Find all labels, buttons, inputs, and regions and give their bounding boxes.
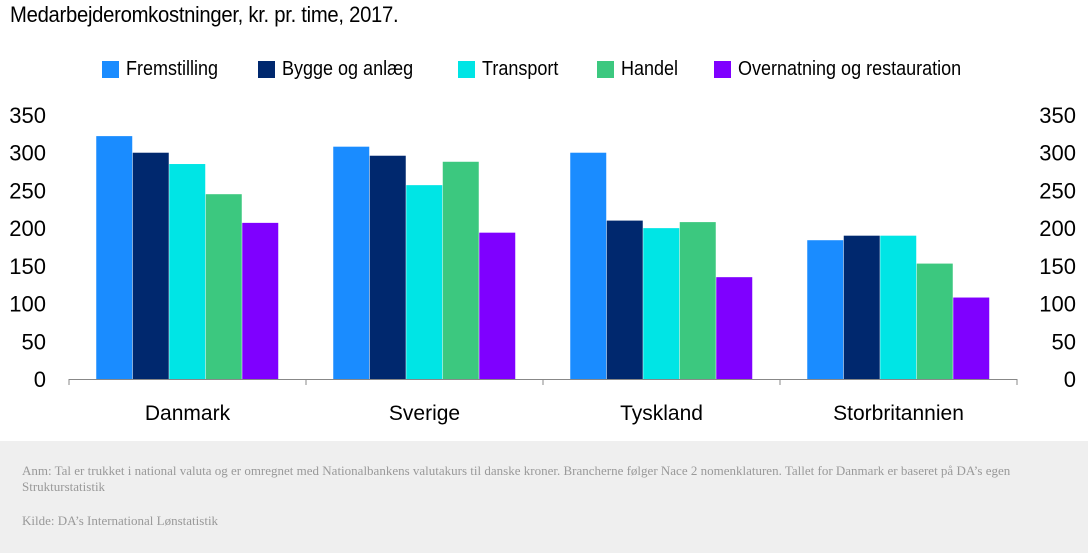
- chart-title: Medarbejderomkostninger, kr. pr. time, 2…: [10, 2, 399, 27]
- bar-tyskland-0: [570, 152, 607, 379]
- chart-legend: Fremstilling Bygge og anlæg Transport Ha…: [0, 58, 1088, 81]
- y-tick-label-left: 100: [9, 292, 46, 317]
- y-tick-label-right: 100: [1039, 292, 1076, 317]
- y-tick-label-right: 50: [1052, 329, 1076, 354]
- bar-storbritannien-1: [843, 235, 880, 379]
- bar-tyskland-2: [643, 228, 680, 379]
- y-tick-label-left: 50: [22, 329, 46, 354]
- bar-storbritannien-2: [880, 235, 917, 379]
- bar-tyskland-3: [679, 222, 716, 379]
- bar-tyskland-4: [716, 277, 753, 379]
- bar-danmark-4: [242, 222, 279, 379]
- bar-tyskland-1: [606, 220, 643, 379]
- legend-label-overnatning: Overnatning og restauration: [738, 58, 962, 80]
- y-tick-label-left: 300: [9, 141, 46, 166]
- legend-item-transport: Transport: [457, 58, 567, 81]
- bar-storbritannien-3: [916, 263, 953, 379]
- y-tick-label-right: 0: [1064, 367, 1076, 392]
- bar-sverige-1: [369, 155, 406, 379]
- bar-storbritannien-0: [807, 240, 844, 379]
- bar-danmark-3: [205, 194, 242, 379]
- legend-item-bygge-og-anlaeg: Bygge og anlæg: [258, 58, 428, 81]
- source-note: Kilde: DA’s International Lønstatistik: [22, 513, 219, 528]
- y-tick-label-left: 350: [9, 103, 46, 128]
- legend-swatch-bygge-og-anlaeg: [258, 61, 276, 78]
- legend-item-handel: Handel: [596, 58, 684, 81]
- y-tick-label-right: 300: [1039, 141, 1076, 166]
- legend-swatch-transport: [457, 61, 475, 78]
- y-tick-label-right: 200: [1039, 216, 1076, 241]
- x-tick-label: Storbritannien: [833, 402, 964, 425]
- legend-item-overnatning: Overnatning og restauration: [714, 58, 986, 81]
- y-tick-label-right: 250: [1039, 178, 1076, 203]
- bar-sverige-3: [442, 161, 479, 379]
- legend-label-bygge-og-anlaeg: Bygge og anlæg: [282, 58, 414, 80]
- bar-storbritannien-4: [953, 297, 990, 379]
- legend-label-handel: Handel: [620, 58, 678, 80]
- bar-sverige-4: [479, 232, 516, 379]
- chart-footer: Anm: Tal er trukket i national valuta og…: [0, 441, 1088, 553]
- bar-danmark-1: [132, 152, 169, 379]
- footnote: Anm: Tal er trukket i national valuta og…: [22, 463, 1011, 494]
- bar-sverige-0: [333, 146, 370, 379]
- y-tick-label-left: 150: [9, 254, 46, 279]
- y-tick-label-right: 350: [1039, 103, 1076, 128]
- legend-item-fremstilling: Fremstilling: [101, 58, 228, 81]
- y-tick-label-left: 250: [9, 178, 46, 203]
- bar-danmark-2: [169, 164, 206, 379]
- y-tick-label-left: 200: [9, 216, 46, 241]
- x-tick-label: Tyskland: [620, 402, 703, 425]
- legend-swatch-fremstilling: [101, 61, 119, 78]
- x-tick-label: Danmark: [145, 402, 231, 425]
- legend-label-transport: Transport: [481, 58, 559, 80]
- y-tick-label-left: 0: [34, 367, 46, 392]
- legend-label-fremstilling: Fremstilling: [125, 58, 218, 80]
- y-tick-label-right: 150: [1039, 254, 1076, 279]
- bar-sverige-2: [406, 185, 443, 379]
- legend-swatch-handel: [596, 61, 614, 78]
- bar-danmark-0: [96, 136, 133, 379]
- legend-swatch-overnatning: [714, 61, 732, 78]
- bar-chart: 0 0 50 50 100 100 150 150 200 200 250 250 300 300 350 3…: [9, 103, 1076, 425]
- x-tick-label: Sverige: [389, 402, 460, 425]
